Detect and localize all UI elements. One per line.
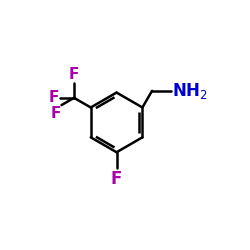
- Text: NH$_2$: NH$_2$: [172, 81, 208, 101]
- Text: F: F: [111, 170, 122, 188]
- Text: F: F: [50, 106, 60, 121]
- Text: F: F: [48, 90, 59, 105]
- Text: F: F: [69, 68, 79, 82]
